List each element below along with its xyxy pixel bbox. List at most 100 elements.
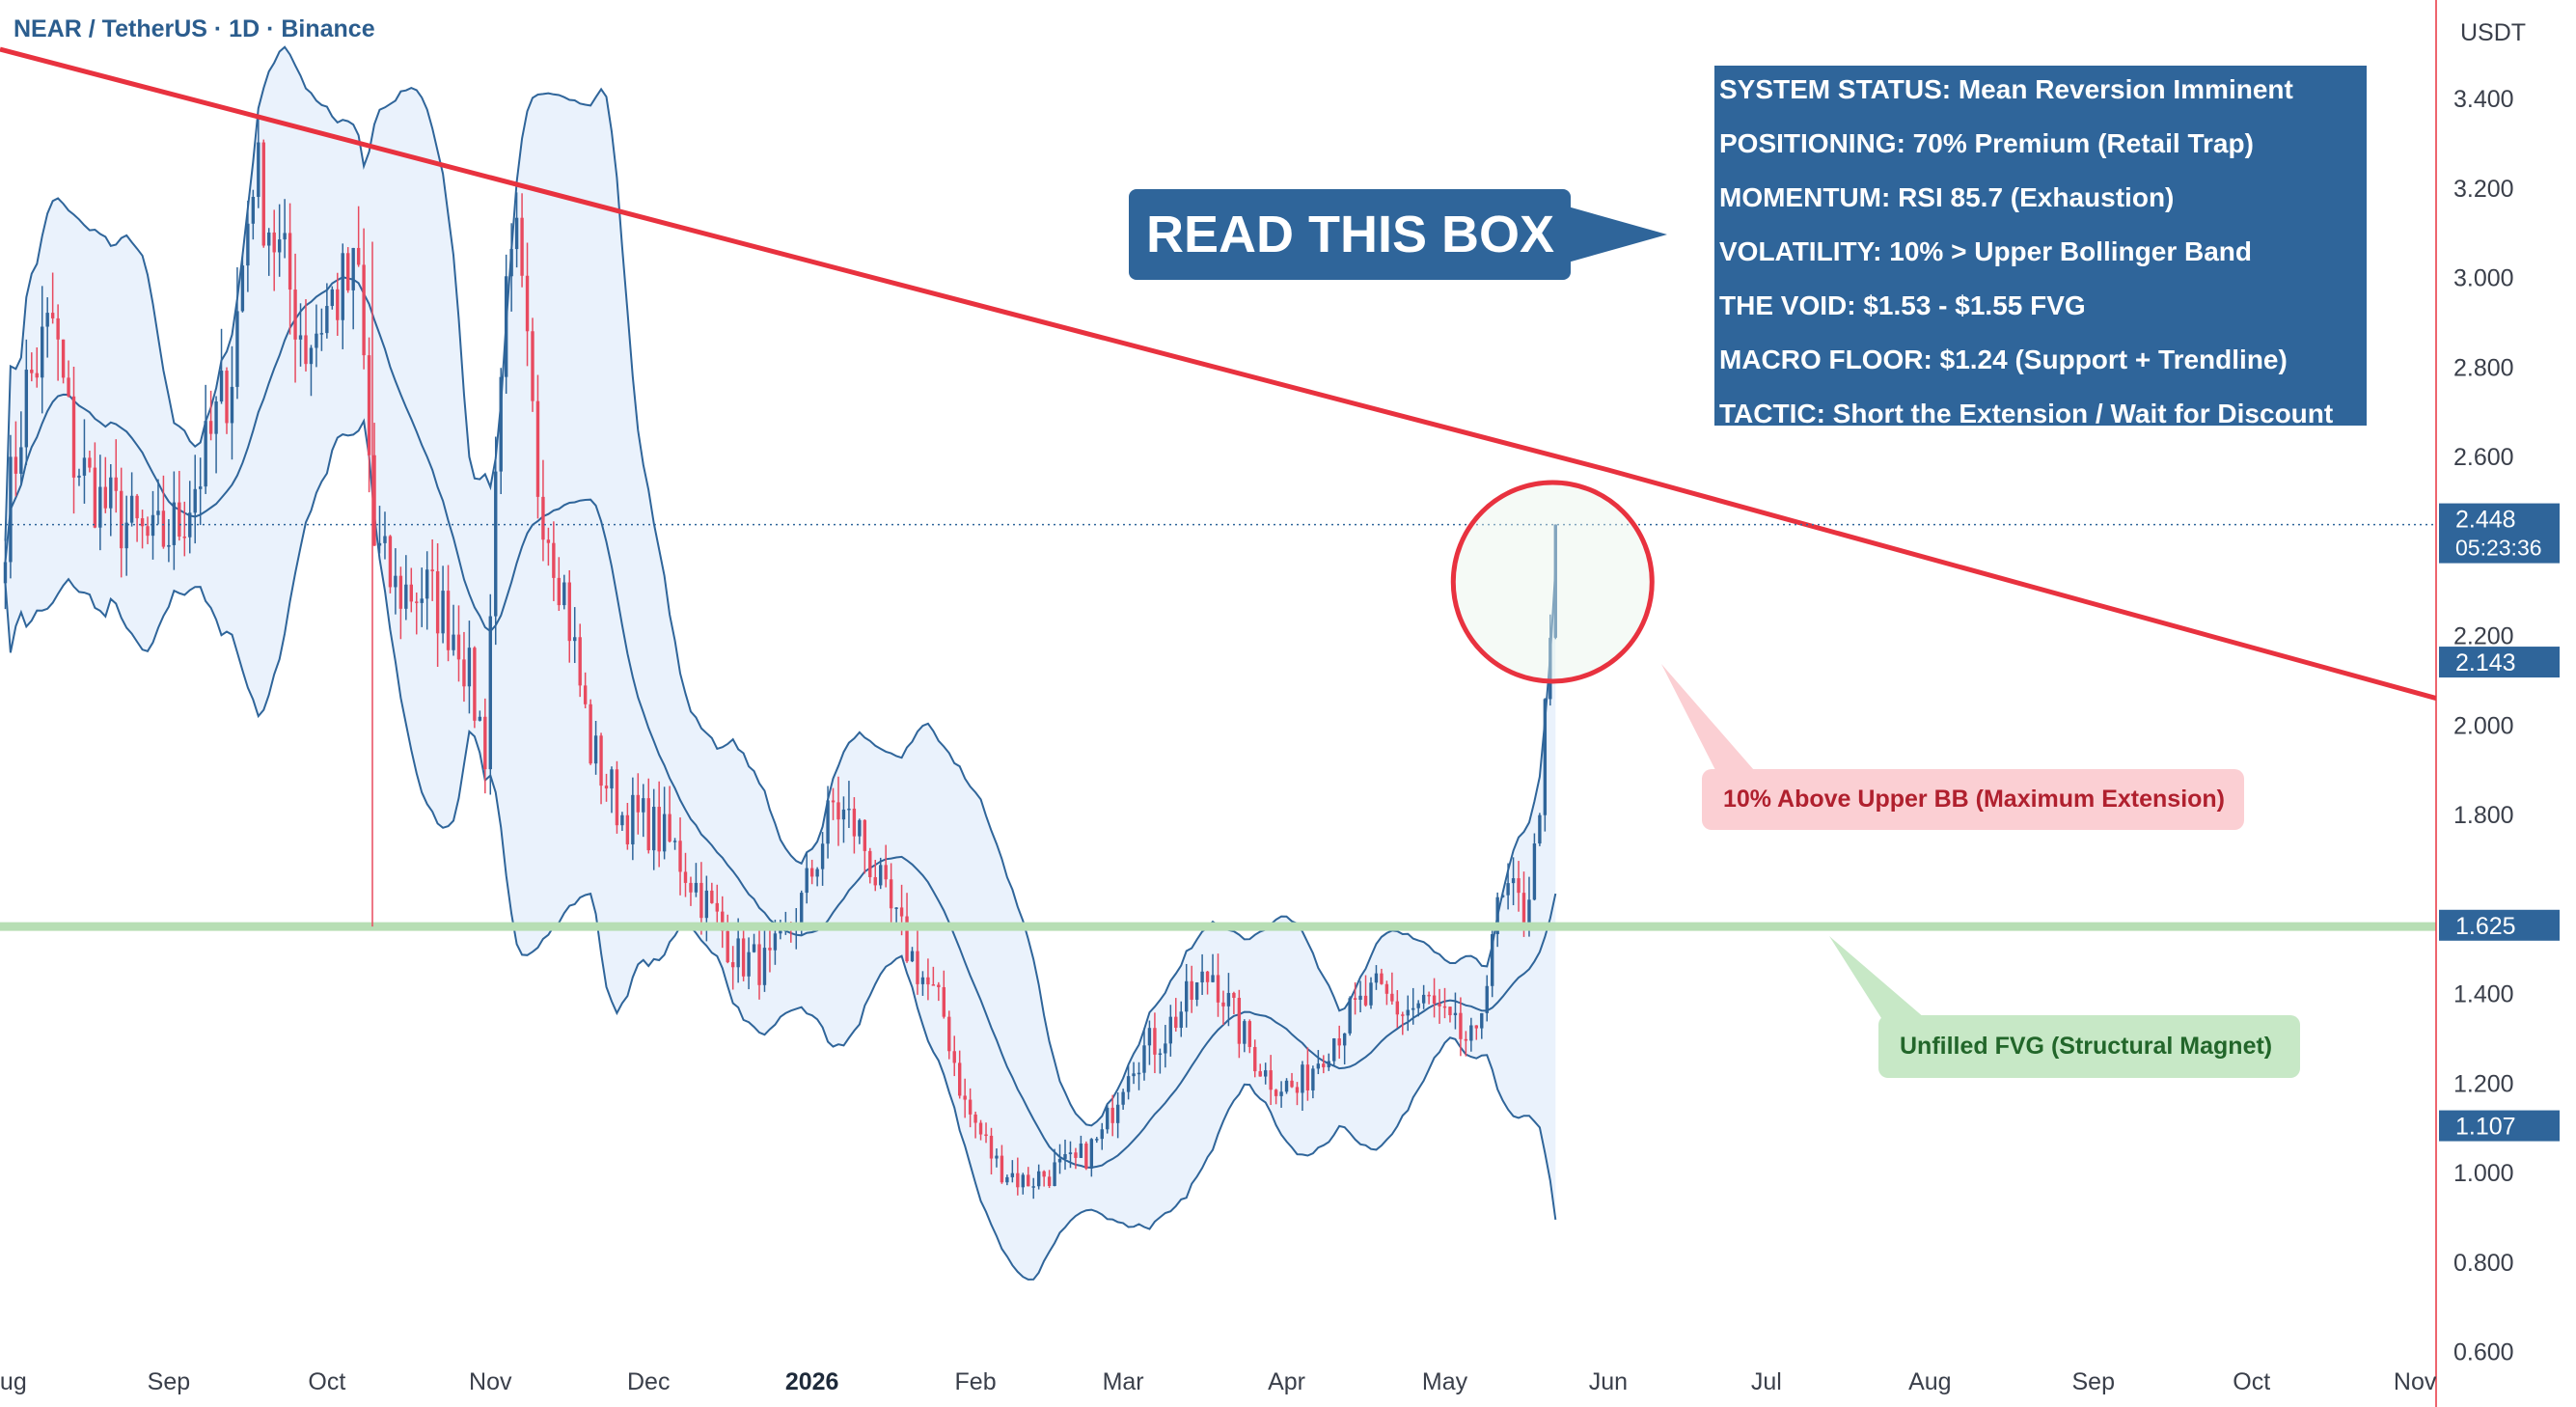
candle-body	[483, 716, 487, 770]
candle-body	[1290, 1080, 1294, 1088]
price-tick-label: 2.600	[2453, 444, 2514, 471]
candle-body	[441, 591, 445, 634]
candle-body	[509, 249, 513, 277]
candle-body	[1174, 1016, 1178, 1029]
candle-body	[1274, 1090, 1278, 1096]
candle-body	[1284, 1080, 1289, 1092]
candle-body	[1226, 992, 1231, 1007]
candle-body	[562, 582, 566, 606]
candle-body	[24, 370, 29, 448]
candle-body	[251, 197, 256, 224]
candle-body	[1074, 1152, 1078, 1158]
candle-body	[1063, 1153, 1067, 1159]
candle-body	[61, 339, 66, 378]
time-tick-label: 2026	[785, 1368, 839, 1395]
candle-body	[1269, 1070, 1273, 1090]
candle-body	[1416, 1003, 1420, 1008]
candle-body	[246, 223, 250, 266]
candle-body	[757, 944, 761, 985]
candle-body	[1543, 699, 1548, 815]
candle-body	[135, 495, 139, 519]
candle-body	[1031, 1186, 1035, 1188]
price-tick-label: 3.200	[2453, 176, 2514, 203]
candle-body	[1221, 1002, 1225, 1007]
candle-body	[1401, 1014, 1405, 1016]
candle-body	[1243, 1021, 1247, 1044]
fvg-price-badge-text: 1.625	[2455, 913, 2516, 940]
candle-body	[1153, 1028, 1157, 1055]
candle-body	[1374, 973, 1379, 983]
candle-body	[261, 142, 265, 246]
candle-body	[462, 659, 466, 687]
candle-body	[831, 800, 836, 803]
bollinger-lower-band	[4, 418, 1557, 1281]
candle-body	[398, 575, 403, 609]
candle-body	[1369, 982, 1373, 1006]
candle-body	[721, 911, 725, 931]
candle-body	[1057, 1158, 1062, 1163]
candle-body	[208, 421, 213, 434]
candle-body	[3, 562, 8, 584]
candle-body	[404, 584, 408, 609]
candle-body	[1095, 1139, 1099, 1141]
time-tick-label: Oct	[2233, 1368, 2270, 1395]
candle-body	[715, 902, 719, 912]
candle-body	[1342, 1033, 1347, 1046]
candle-body	[642, 798, 645, 813]
candle-body	[372, 455, 376, 546]
candle-body	[525, 275, 530, 332]
candle-body	[415, 601, 419, 603]
candle-body	[193, 488, 197, 513]
candle-body	[947, 1016, 951, 1052]
candle-body	[995, 1155, 999, 1159]
candle-body	[741, 938, 746, 977]
candle-body	[1021, 1174, 1025, 1188]
status-line: MOMENTUM: RSI 85.7 (Exhaustion)	[1719, 182, 2175, 212]
candle-body	[1532, 843, 1537, 900]
candle-body	[1384, 983, 1389, 994]
candle-body	[435, 570, 440, 634]
status-line: POSITIONING: 70% Premium (Retail Trap)	[1719, 128, 2254, 158]
candle-body	[1200, 971, 1204, 983]
candle-body	[1332, 1038, 1336, 1062]
candle-body	[984, 1134, 988, 1137]
candle-body	[1027, 1174, 1030, 1187]
candle-body	[672, 841, 677, 842]
candle-body	[235, 311, 239, 387]
candle-body	[325, 306, 329, 334]
candle-body	[1168, 1016, 1173, 1044]
candle-body	[272, 232, 276, 253]
candle-body	[362, 264, 366, 356]
candle-body	[1474, 1025, 1478, 1029]
candle-body	[768, 948, 772, 951]
candle-body	[293, 290, 297, 340]
candle-body	[109, 477, 113, 509]
candle-body	[88, 457, 92, 468]
candle-body	[868, 850, 872, 877]
candlesticks	[3, 117, 1557, 1200]
candle-body	[557, 577, 562, 606]
candle-body	[1363, 995, 1368, 1006]
candle-body	[499, 376, 503, 472]
candle-body	[689, 882, 693, 893]
candle-body	[657, 807, 661, 852]
candle-body	[1147, 1028, 1152, 1046]
candle-body	[67, 377, 70, 397]
time-tick-label: Sep	[2072, 1368, 2115, 1395]
candle-body	[346, 253, 350, 290]
candle-body	[1211, 975, 1215, 982]
candle-body	[1305, 1064, 1310, 1090]
candle-body	[1506, 883, 1510, 896]
candle-body	[1005, 1176, 1009, 1183]
candle-body	[593, 735, 598, 764]
candle-body	[573, 637, 577, 642]
candle-body	[473, 648, 477, 721]
candle-body	[931, 984, 936, 986]
candle-body	[225, 371, 229, 424]
candle-body	[805, 868, 808, 894]
candle-body	[277, 239, 282, 253]
candle-body	[599, 735, 603, 786]
price-tick-label: 1.800	[2453, 802, 2514, 829]
